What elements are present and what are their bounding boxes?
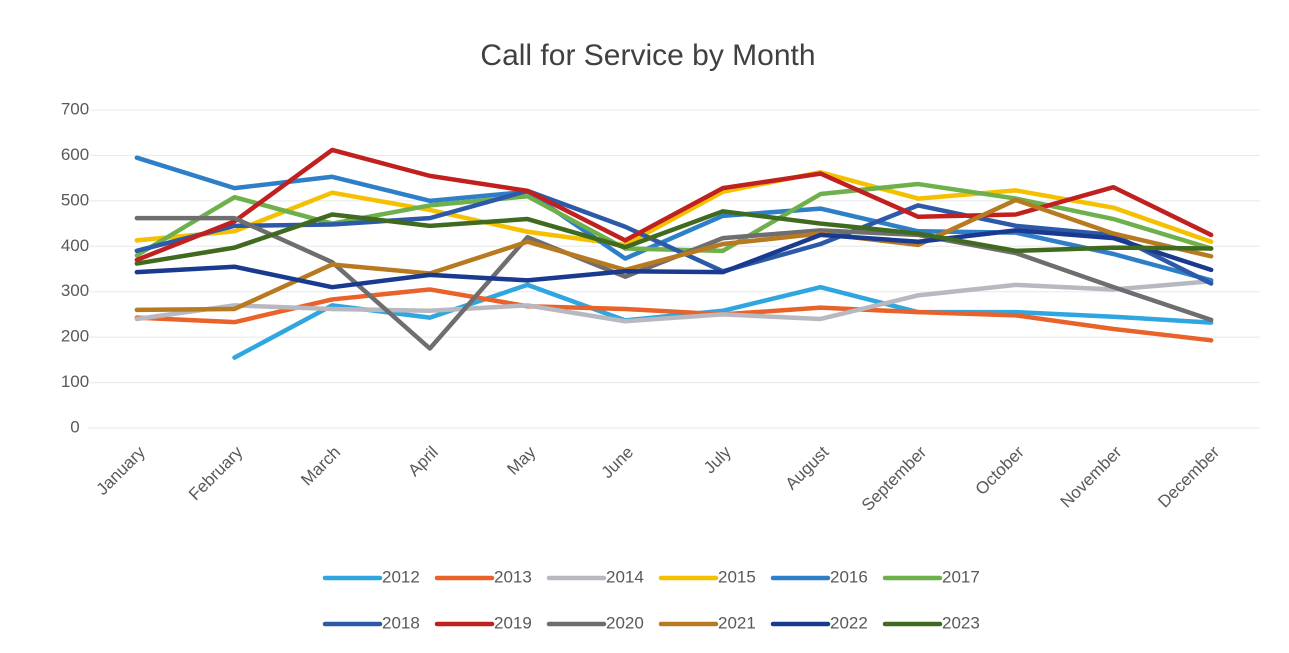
series-line — [134, 209, 1214, 266]
y-tick-label: 400 — [61, 236, 89, 255]
series-line — [134, 287, 1214, 343]
legend-label: 2022 — [830, 613, 868, 632]
chart-title: Call for Service by Month — [480, 39, 815, 72]
series-line — [134, 279, 1214, 324]
legend-label: 2016 — [830, 567, 868, 586]
legend-label: 2014 — [606, 567, 644, 586]
legend-label: 2015 — [718, 567, 756, 586]
y-tick-label: 0 — [70, 417, 79, 436]
series-line — [134, 147, 1214, 263]
y-tick-label: 300 — [61, 281, 89, 300]
legend-label: 2018 — [382, 613, 420, 632]
y-tick-label: 200 — [61, 327, 89, 346]
legend-label: 2012 — [382, 567, 420, 586]
legend-label: 2019 — [494, 613, 532, 632]
series-line — [134, 169, 1214, 248]
y-tick-label: 600 — [61, 145, 89, 164]
series-line — [134, 197, 1214, 313]
series-line — [134, 188, 1214, 286]
y-tick-label: 500 — [61, 190, 89, 209]
y-tick-label: 100 — [61, 372, 89, 391]
legend-label: 2021 — [718, 613, 756, 632]
legend-label: 2020 — [606, 613, 644, 632]
legend-label: 2013 — [494, 567, 532, 586]
series-line — [232, 282, 1214, 360]
y-tick-label: 700 — [61, 99, 89, 118]
legend-label: 2017 — [942, 567, 980, 586]
series-line — [134, 155, 1214, 283]
series-line — [134, 228, 1214, 290]
legend-label: 2023 — [942, 613, 980, 632]
